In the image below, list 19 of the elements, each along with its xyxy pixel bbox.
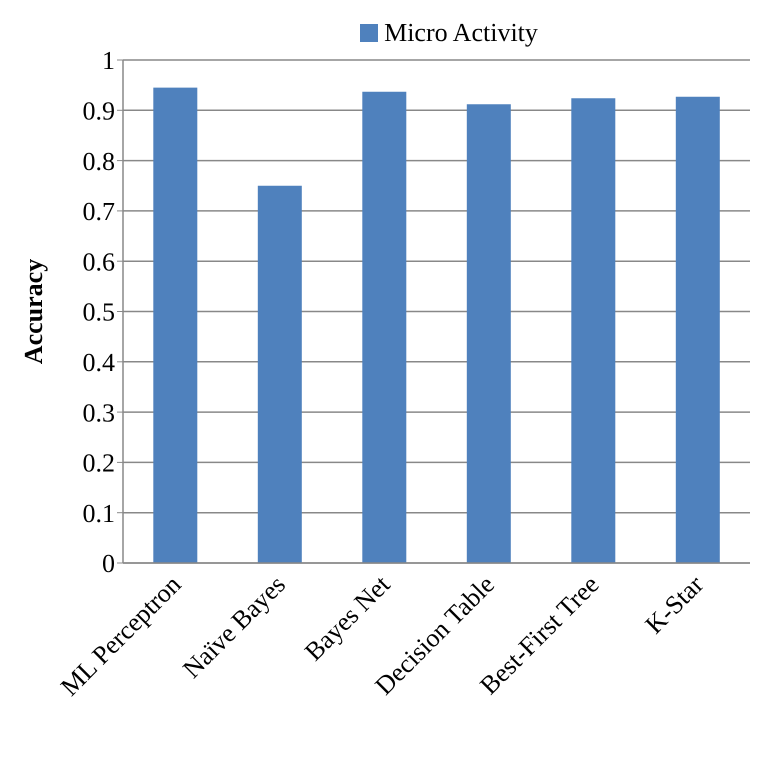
bar [466, 104, 511, 563]
y-tick-label: 0.3 [82, 398, 115, 428]
y-tick-label: 0.2 [82, 448, 115, 478]
y-axis-title: Accuracy [19, 258, 48, 364]
y-tick-label: 0.1 [82, 498, 115, 528]
y-tick-label: 0.4 [82, 348, 115, 378]
y-tick-label: 1 [102, 46, 115, 76]
bar [676, 96, 720, 563]
y-tick-label: 0 [102, 549, 115, 578]
bar [571, 98, 616, 563]
bar [362, 92, 406, 563]
y-tick-label: 0.9 [82, 96, 115, 126]
y-tick-label: 0.8 [82, 146, 115, 176]
bar [153, 88, 198, 563]
y-tick-label: 0.5 [82, 298, 115, 327]
bar [258, 186, 302, 563]
y-tick-label: 0.6 [82, 247, 115, 276]
y-tick-label: 0.7 [82, 197, 115, 226]
legend-label: Micro Activity [384, 18, 538, 48]
